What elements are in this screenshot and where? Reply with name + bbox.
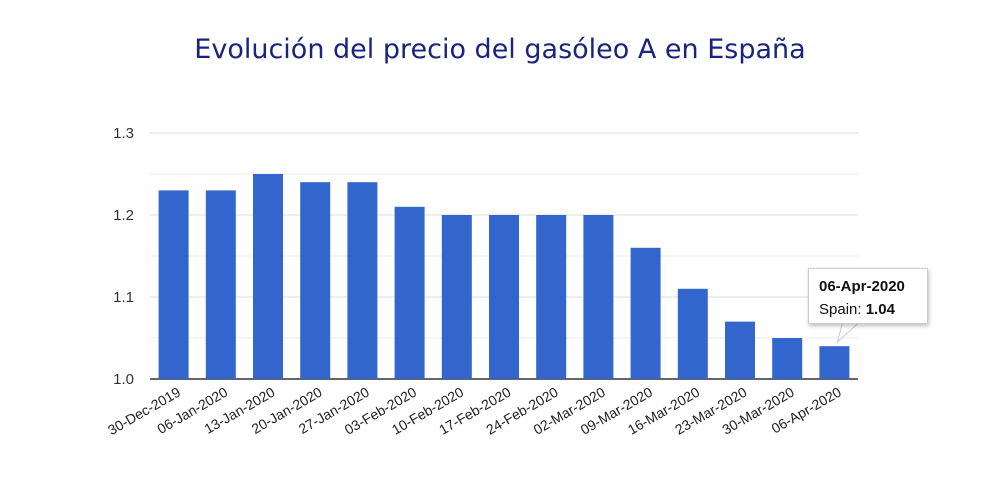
bar: [725, 321, 755, 379]
tooltip-row: Spain: 1.04: [819, 301, 917, 318]
tooltip: 06-Apr-2020 Spain: 1.04: [808, 268, 928, 324]
tooltip-pointer: [836, 322, 860, 344]
bar: [489, 215, 519, 379]
bar: [583, 215, 614, 379]
bar: [441, 215, 472, 379]
bar: [630, 247, 661, 379]
bar: [772, 338, 803, 379]
bar: [536, 215, 567, 379]
y-tick-label: 1.2: [113, 207, 134, 224]
bar: [819, 346, 850, 379]
bar: [253, 174, 283, 379]
bar: [394, 206, 425, 379]
bar: [677, 288, 708, 379]
chart-title: Evolución del precio del gasóleo A en Es…: [194, 34, 806, 65]
y-tick-label: 1.0: [113, 371, 134, 388]
y-tick-label: 1.1: [113, 289, 134, 306]
tooltip-series-label: Spain:: [819, 301, 862, 318]
bar: [300, 182, 331, 379]
bar: [205, 190, 236, 379]
bar: [158, 190, 189, 379]
tooltip-date: 06-Apr-2020: [819, 278, 905, 295]
bar: [347, 182, 378, 379]
y-tick-label: 1.3: [113, 125, 134, 142]
tooltip-value: 1.04: [865, 301, 895, 318]
